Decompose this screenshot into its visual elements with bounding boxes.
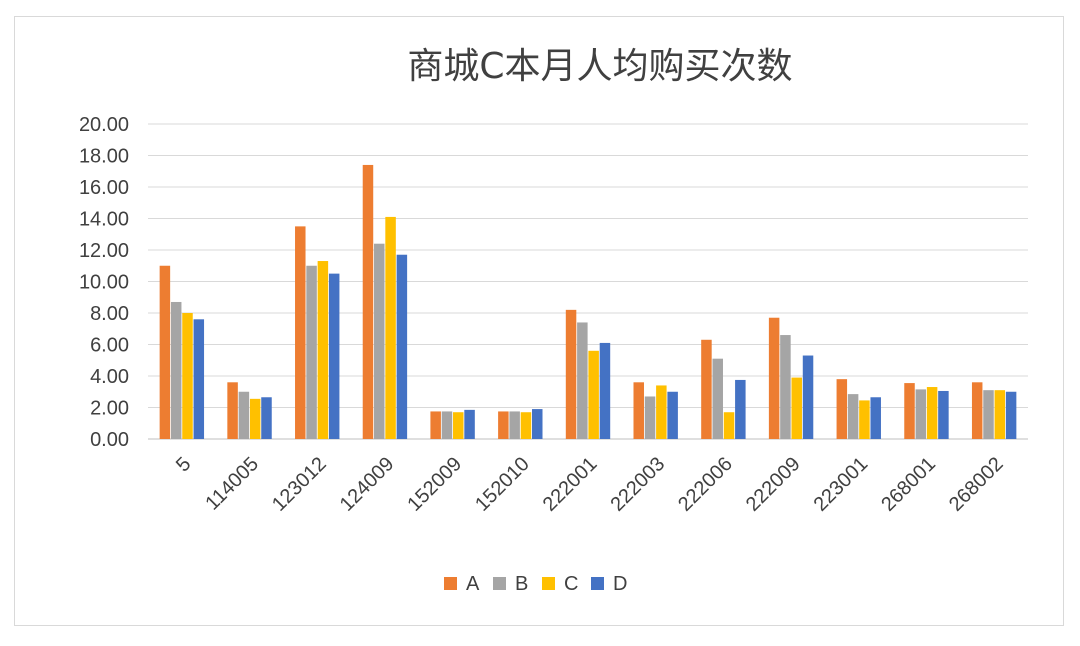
bar-D-123012 xyxy=(328,273,340,439)
bar-A-268001 xyxy=(904,383,915,439)
bar-D-222001 xyxy=(599,342,611,439)
bar-B-114005 xyxy=(238,391,250,439)
bar-C-124009 xyxy=(385,216,396,439)
x-tick-label: 268001 xyxy=(877,453,940,516)
legend-swatch-D xyxy=(591,577,604,590)
bar-C-152009 xyxy=(453,412,464,439)
bar-A-124009 xyxy=(362,164,374,439)
bar-A-222009 xyxy=(768,317,780,439)
y-tick-label: 14.00 xyxy=(79,209,129,231)
bar-B-123012 xyxy=(306,265,317,439)
legend-label: B xyxy=(515,573,528,595)
y-tick-label: 4.00 xyxy=(90,366,129,388)
bar-A-123012 xyxy=(295,226,306,439)
bar-C-268001 xyxy=(926,387,938,439)
bar-C-123012 xyxy=(317,261,329,439)
y-tick-label: 18.00 xyxy=(79,146,129,168)
bar-A-222006 xyxy=(701,339,712,439)
bar-C-222009 xyxy=(791,377,802,439)
legend-label: A xyxy=(466,573,480,595)
bar-D-223001 xyxy=(870,397,881,439)
y-tick-label: 10.00 xyxy=(79,272,129,294)
bar-C-222006 xyxy=(723,412,735,439)
bar-C-223001 xyxy=(859,400,870,439)
bar-D-222003 xyxy=(667,391,678,439)
x-tick-label: 123012 xyxy=(268,453,331,516)
legend-label: D xyxy=(613,573,627,595)
x-tick-label: 124009 xyxy=(336,453,399,516)
bars xyxy=(159,164,1017,439)
x-tick-label: 222009 xyxy=(742,453,805,516)
legend-swatch-B xyxy=(493,577,506,590)
bar-A-152010 xyxy=(498,411,509,439)
bar-C-268002 xyxy=(994,390,1006,439)
bar-B-222001 xyxy=(577,322,588,439)
y-tick-label: 6.00 xyxy=(90,335,129,357)
x-tick-label: 5 xyxy=(172,453,195,476)
bar-D-124009 xyxy=(396,254,408,439)
x-tick-label: 152010 xyxy=(471,453,534,516)
x-axis-ticks: 5 114005 123012 124009 152009 152010 222001 222… xyxy=(172,453,1008,516)
x-tick-label: 222001 xyxy=(539,453,602,516)
x-tick-label: 223001 xyxy=(810,453,873,516)
x-tick-label: 114005 xyxy=(201,453,263,515)
y-axis-ticks: 0.00 2.00 4.00 6.00 8.00 10.00 12.00 14.00 16.00… xyxy=(79,114,129,451)
y-tick-label: 16.00 xyxy=(79,177,129,199)
bar-A-152009 xyxy=(430,411,441,439)
bar-D-114005 xyxy=(261,397,272,439)
bar-C-152010 xyxy=(520,412,532,439)
bar-D-152010 xyxy=(532,409,543,439)
gridlines xyxy=(148,123,1028,440)
bar-D-222006 xyxy=(735,379,746,439)
bar-B-268002 xyxy=(983,390,994,439)
bar-C-222003 xyxy=(656,385,667,439)
bar-C-5 xyxy=(182,313,193,439)
y-tick-label: 8.00 xyxy=(90,303,129,325)
bar-B-152010 xyxy=(509,411,520,439)
bar-D-268001 xyxy=(938,390,949,439)
bar-C-222001 xyxy=(588,350,599,439)
bar-A-223001 xyxy=(836,379,848,439)
bar-C-114005 xyxy=(249,398,261,439)
bar-B-152009 xyxy=(441,411,453,439)
bar-B-222009 xyxy=(780,335,791,439)
x-tick-label: 222006 xyxy=(674,453,737,516)
legend-label: C xyxy=(564,573,578,595)
legend-swatch-A xyxy=(444,577,457,590)
bar-B-222003 xyxy=(644,396,656,439)
y-tick-label: 20.00 xyxy=(79,114,129,136)
bar-D-268002 xyxy=(1005,391,1017,439)
y-tick-label: 2.00 xyxy=(90,398,129,420)
bar-B-223001 xyxy=(847,394,859,439)
bar-A-268002 xyxy=(971,382,983,439)
bar-A-222003 xyxy=(633,382,644,439)
x-tick-label: 268002 xyxy=(945,453,1008,516)
y-tick-label: 0.00 xyxy=(90,429,129,451)
y-tick-label: 12.00 xyxy=(79,240,129,262)
x-tick-label: 152009 xyxy=(403,453,466,516)
bar-B-222006 xyxy=(712,358,723,439)
bar-A-222001 xyxy=(565,309,577,439)
chart-title: 商城C本月人均购买次数 xyxy=(407,46,792,87)
bar-B-268001 xyxy=(915,389,927,439)
legend: A B C D xyxy=(444,573,627,595)
bar-D-5 xyxy=(193,319,205,439)
legend-swatch-C xyxy=(542,577,555,590)
bar-D-152009 xyxy=(464,409,475,439)
bar-D-222009 xyxy=(802,355,814,439)
bar-A-5 xyxy=(159,265,171,439)
bar-B-124009 xyxy=(374,243,385,439)
bar-B-5 xyxy=(170,301,182,439)
x-tick-label: 222003 xyxy=(606,453,669,516)
bar-A-114005 xyxy=(227,382,238,439)
